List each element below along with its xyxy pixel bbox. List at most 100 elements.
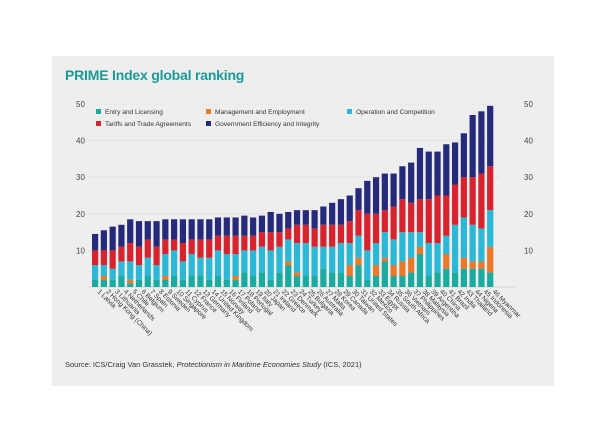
x-tick-rank: 1	[96, 288, 105, 297]
y-tick-label-left: 20	[76, 210, 85, 219]
bar-segment-operation	[92, 265, 99, 280]
y-tick-label-right: 20	[524, 210, 533, 219]
x-tick-rank: 46	[491, 288, 502, 299]
bar-segment-tariffs	[372, 213, 380, 244]
bar-segment-entry	[241, 272, 248, 287]
bar-segment-government	[276, 213, 283, 233]
bar-segment-management	[443, 254, 450, 269]
bar-segment-entry	[92, 279, 99, 287]
x-tick-rank: 30	[350, 288, 361, 299]
bar-segment-entry	[425, 276, 432, 287]
legend-swatch-government	[206, 121, 211, 126]
bar-segment-entry	[144, 276, 151, 287]
bar-segment-tariffs	[416, 199, 424, 233]
bar-segment-operation	[337, 243, 345, 273]
bar-segment-government	[460, 133, 467, 178]
bar-segment-tariffs	[337, 224, 345, 244]
bar-segment-operation	[302, 243, 309, 277]
bar-segment-operation	[241, 250, 248, 273]
bar-segment-tariffs	[399, 199, 406, 233]
bar-segment-tariffs	[92, 250, 99, 266]
y-tick-label-right: 50	[524, 100, 533, 109]
bar-segment-management	[399, 261, 406, 277]
bar-segment-management	[127, 279, 134, 284]
bar-segment-entry	[267, 279, 274, 287]
bar-segment-entry	[416, 254, 424, 287]
bar-segment-entry	[118, 276, 125, 287]
x-tick-rank: 38	[421, 288, 432, 299]
x-tick-rank: 41	[447, 288, 458, 299]
bar-segment-tariffs	[197, 239, 204, 258]
y-tick-label-left: 40	[76, 137, 85, 146]
bar-segment-entry	[346, 276, 353, 287]
bar-segment-tariffs	[100, 250, 107, 266]
bar-segment-management	[162, 276, 169, 280]
bar-segment-government	[241, 215, 248, 236]
bar-segment-entry	[337, 272, 345, 287]
y-axis-ticks: 10 10 20 20 30 30 40 40 50 50	[76, 100, 533, 255]
bar-segment-tariffs	[443, 195, 450, 236]
bar-segment-government	[416, 147, 424, 200]
bar-segment-government	[100, 230, 107, 251]
gridlines	[88, 103, 516, 288]
bar-segment-operation	[425, 243, 432, 277]
bar-segment-operation	[372, 243, 380, 266]
y-tick-label-right: 10	[524, 246, 533, 255]
x-tick-rank: 39	[429, 288, 440, 299]
bar-segment-entry	[390, 276, 397, 287]
bar-segment-government	[267, 211, 274, 233]
bar-segment-tariffs	[329, 224, 336, 247]
bar-segment-operation	[451, 224, 459, 273]
bar-segment-operation	[285, 239, 292, 262]
bar-segment-entry	[188, 276, 195, 287]
bar-segment-entry	[276, 272, 283, 287]
bar-segment-government	[144, 221, 151, 240]
bar-segment-tariffs	[241, 235, 248, 251]
bar-segment-government	[399, 166, 406, 200]
x-tick-rank: 20	[263, 288, 274, 299]
bar-segment-government	[223, 217, 230, 236]
legend-swatch-tariffs	[96, 121, 101, 126]
bar-segment-government	[451, 142, 459, 185]
x-tick-rank: 40	[438, 288, 449, 299]
source-study: Protectionism in Maritime Economies Stud…	[176, 360, 322, 369]
bar-segment-operation	[355, 235, 362, 258]
bar-segment-operation	[416, 232, 424, 247]
bar-segment-entry	[223, 279, 230, 287]
bar-segment-government	[118, 224, 125, 247]
bar-segment-entry	[206, 279, 213, 287]
legend-label-operation: Operation and Competition	[356, 109, 435, 116]
bar-segment-government	[135, 221, 143, 247]
bar-segment-entry	[232, 279, 239, 287]
bar-segment-government	[434, 151, 441, 196]
bar-segment-government	[232, 217, 239, 236]
bar-segment-operation	[206, 257, 213, 280]
x-tick-rank: 2	[104, 288, 113, 297]
legend-swatch-operation	[347, 109, 352, 114]
chart-title: PRIME Index global ranking	[65, 67, 245, 83]
bar-segment-entry	[399, 276, 406, 287]
bar-segment-management	[469, 261, 476, 269]
bar-segment-operation	[223, 254, 230, 280]
bar-segment-entry	[451, 272, 459, 287]
bar-segment-tariffs	[390, 206, 397, 240]
bar-segment-tariffs	[364, 213, 371, 251]
source-note: Source: ICS/Craig Van Grasstek, Protecti…	[65, 360, 362, 369]
bar-segment-entry	[408, 272, 415, 287]
bar-segment-tariffs	[258, 232, 266, 247]
bar-segment-operation	[197, 257, 204, 277]
bar-segment-tariffs	[478, 173, 485, 229]
bar-segment-government	[171, 219, 178, 240]
x-tick-rank: 33	[377, 288, 388, 299]
bar-segment-entry	[100, 279, 107, 287]
legend-swatch-entry	[96, 109, 101, 114]
bar-segment-operation	[144, 257, 151, 277]
bar-segment-operation	[460, 217, 467, 258]
bar-segment-entry	[109, 279, 116, 287]
bar-segment-tariffs	[171, 239, 178, 251]
bar-segment-government	[293, 210, 301, 225]
bar-segment-tariffs	[118, 246, 125, 262]
x-tick-rank: 19	[254, 288, 265, 299]
source-suffix: (ICS, 2021)	[321, 360, 362, 369]
bar-segment-government	[206, 219, 213, 240]
